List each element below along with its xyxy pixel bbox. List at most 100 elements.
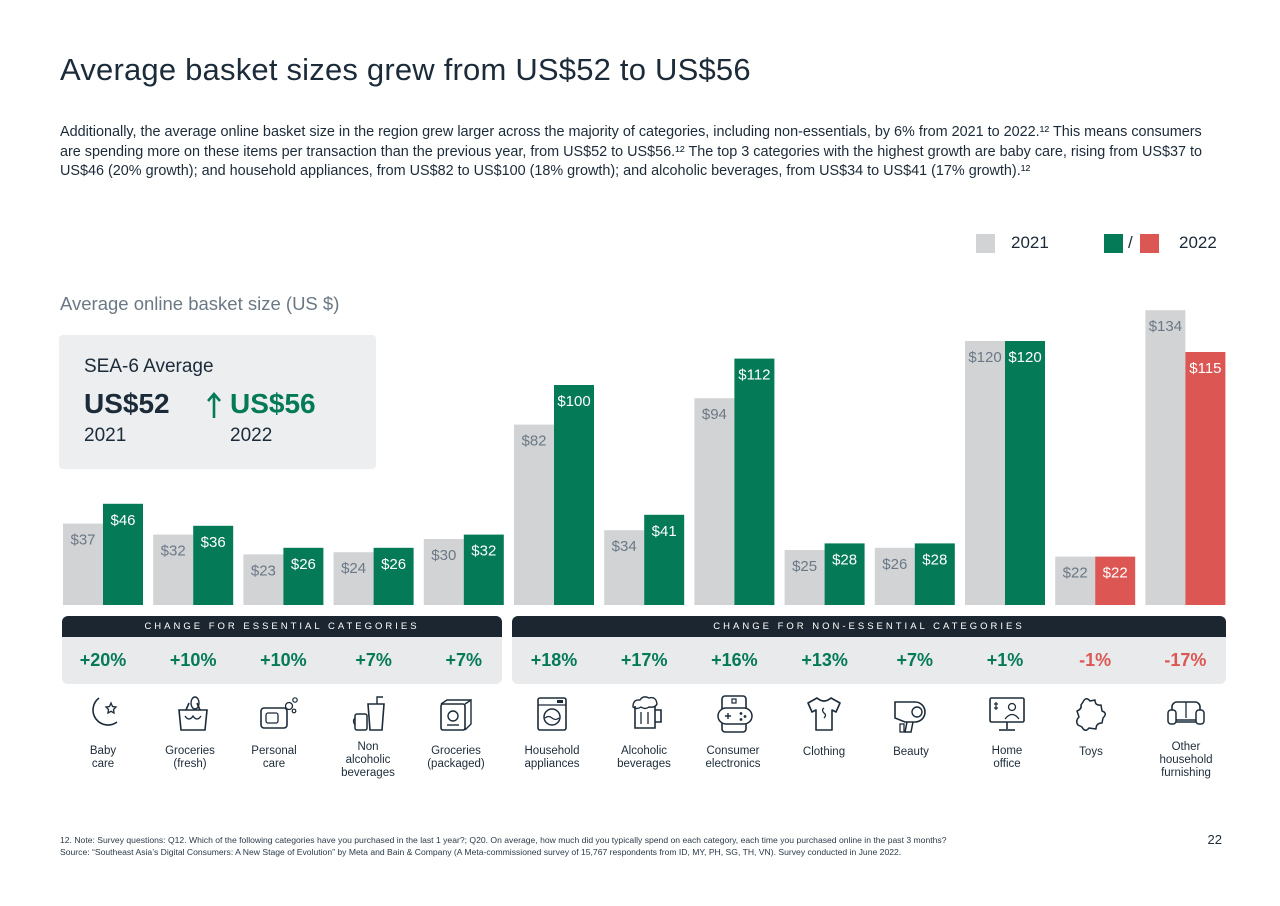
legend-swatch-2022-up xyxy=(1104,234,1123,253)
bar-2021-consumer-electronics xyxy=(694,398,735,605)
category-label-other-household-furnishing: Other household furnishing xyxy=(1159,741,1213,779)
change-household-appliances: +18% xyxy=(530,650,578,670)
bar-label-2022-alcoholic-beverages: $41 xyxy=(652,523,677,540)
legend-label-2021: 2021 xyxy=(1011,233,1049,252)
change-home-office: +1% xyxy=(986,650,1024,670)
bar-label-2021-household-appliances: $82 xyxy=(521,433,546,450)
beer-mug-icon xyxy=(632,696,662,729)
category-label-groceries-fresh: Groceries (fresh) xyxy=(165,745,215,770)
bar-2022-personal-care xyxy=(283,547,324,605)
bar-label-2021-toys: $22 xyxy=(1063,565,1088,582)
bar-2021-household-appliances xyxy=(514,424,554,605)
non-essential-band-header: CHANGE FOR NON-ESSENTIAL CATEGORIES xyxy=(512,616,1226,637)
bar-2021-non-alcoholic-beverages xyxy=(333,552,374,605)
bar-label-2022-non-alcoholic-beverages: $26 xyxy=(381,556,406,573)
category-label-alcoholic-beverages: Alcoholic beverages xyxy=(617,745,671,770)
bar-label-2022-consumer-electronics: $112 xyxy=(738,367,770,384)
legend-label-2022: 2022 xyxy=(1179,233,1217,252)
change-other-household-furnishing: -17% xyxy=(1164,650,1207,670)
monitor-icon xyxy=(989,697,1025,731)
bar-label-2022-groceries-packaged: $32 xyxy=(471,543,496,560)
change-groceries-fresh: +10% xyxy=(169,650,217,670)
change-clothing: +13% xyxy=(801,650,848,670)
soap-icon xyxy=(260,697,298,729)
change-beauty: +7% xyxy=(896,650,934,670)
category-label-household-appliances: Household appliances xyxy=(524,745,580,770)
category-label-beauty: Beauty xyxy=(893,746,929,758)
bar-2022-groceries-packaged xyxy=(463,534,504,605)
bar-label-2022-household-appliances: $100 xyxy=(557,393,590,410)
sofa-icon xyxy=(1167,701,1205,725)
bar-label-2022-toys: $22 xyxy=(1103,565,1128,582)
bar-label-2022-other-household-furnishing: $115 xyxy=(1189,360,1221,377)
footnote-survey: 12. Note: Survey questions: Q12. Which o… xyxy=(60,835,947,845)
bar-label-2021-personal-care: $23 xyxy=(251,562,276,579)
bar-2022-alcoholic-beverages xyxy=(644,514,685,605)
bar-label-2022-groceries-fresh: $36 xyxy=(201,534,226,551)
category-label-groceries-packaged: Groceries (packaged) xyxy=(427,745,485,770)
category-label-clothing: Clothing xyxy=(802,746,846,758)
bar-label-2022-beauty: $28 xyxy=(922,551,947,568)
bar-2022-baby-care xyxy=(103,503,143,605)
bar-label-2021-groceries-packaged: $30 xyxy=(431,547,456,564)
tshirt-icon xyxy=(807,697,841,731)
bar-label-2021-other-household-furnishing: $134 xyxy=(1149,318,1182,335)
category-label-toys: Toys xyxy=(1079,746,1103,758)
category-label-personal-care: Personal care xyxy=(251,745,297,770)
bar-label-2021-non-alcoholic-beverages: $24 xyxy=(341,560,366,577)
category-label-home-office: Home office xyxy=(991,745,1023,770)
bar-2022-consumer-electronics xyxy=(734,358,775,605)
essential-band-header: CHANGE FOR ESSENTIAL CATEGORIES xyxy=(62,616,502,637)
bar-2021-other-household-furnishing xyxy=(1145,310,1186,605)
bar-2022-home-office xyxy=(1005,341,1045,605)
bar-2021-personal-care xyxy=(243,554,284,605)
average-value-2021: US$52 xyxy=(84,388,170,419)
bar-label-2022-clothing: $28 xyxy=(832,551,857,568)
bar-label-2021-beauty: $26 xyxy=(882,556,907,573)
bar-label-2021-baby-care: $37 xyxy=(70,532,95,549)
average-year-2022: 2022 xyxy=(230,425,273,446)
bar-2022-groceries-fresh xyxy=(193,525,234,605)
change-baby-care: +20% xyxy=(79,650,127,670)
legend-slash: / xyxy=(1128,233,1133,252)
gamepad-icon xyxy=(717,695,753,733)
bar-label-2021-home-office: $120 xyxy=(968,349,1001,366)
bar-label-2021-groceries-fresh: $32 xyxy=(161,543,186,560)
bar-2021-beauty xyxy=(874,547,915,605)
change-groceries-packaged: +7% xyxy=(445,650,483,670)
bar-2021-toys xyxy=(1055,556,1096,605)
bar-2022-toys xyxy=(1095,556,1136,605)
bar-2021-baby-care xyxy=(63,523,103,605)
packaged-goods-icon xyxy=(440,698,472,731)
bar-2021-home-office xyxy=(965,341,1005,605)
bar-2022-beauty xyxy=(914,543,955,605)
bar-2022-other-household-furnishing xyxy=(1185,352,1226,605)
change-toys: -1% xyxy=(1079,650,1112,670)
average-year-2021: 2021 xyxy=(84,425,127,446)
bar-label-2022-home-office: $120 xyxy=(1008,349,1041,366)
page-number: 22 xyxy=(1207,832,1222,847)
legend-swatch-2021 xyxy=(976,234,995,253)
bar-label-2022-baby-care: $46 xyxy=(110,512,135,529)
grocery-bag-icon xyxy=(178,696,208,731)
bar-2022-non-alcoholic-beverages xyxy=(373,547,414,605)
average-value-2022: US$56 xyxy=(230,388,316,419)
arrow-up-icon xyxy=(207,392,221,418)
legend-swatch-2022-down xyxy=(1140,234,1159,253)
change-alcoholic-beverages: +17% xyxy=(620,650,668,670)
bar-2021-alcoholic-beverages xyxy=(604,530,645,605)
footnote-source: Source: “Southeast Asia’s Digital Consum… xyxy=(60,846,902,857)
category-label-non-alcoholic-beverages: Non alcoholic beverages xyxy=(341,741,395,779)
category-label-baby-care: Baby care xyxy=(89,745,117,770)
washing-machine-icon xyxy=(537,697,567,731)
footnote: 12. Note: Survey questions: Q12. Which o… xyxy=(60,835,1160,858)
puzzle-icon xyxy=(1075,698,1106,731)
bar-label-2021-consumer-electronics: $94 xyxy=(702,406,727,423)
average-summary-box xyxy=(59,335,376,469)
bar-2022-household-appliances xyxy=(554,385,594,605)
bar-label-2021-clothing: $25 xyxy=(792,558,817,575)
bar-2021-groceries-fresh xyxy=(153,534,194,605)
drinks-icon xyxy=(352,696,385,731)
change-non-alcoholic-beverages: +7% xyxy=(355,650,392,670)
